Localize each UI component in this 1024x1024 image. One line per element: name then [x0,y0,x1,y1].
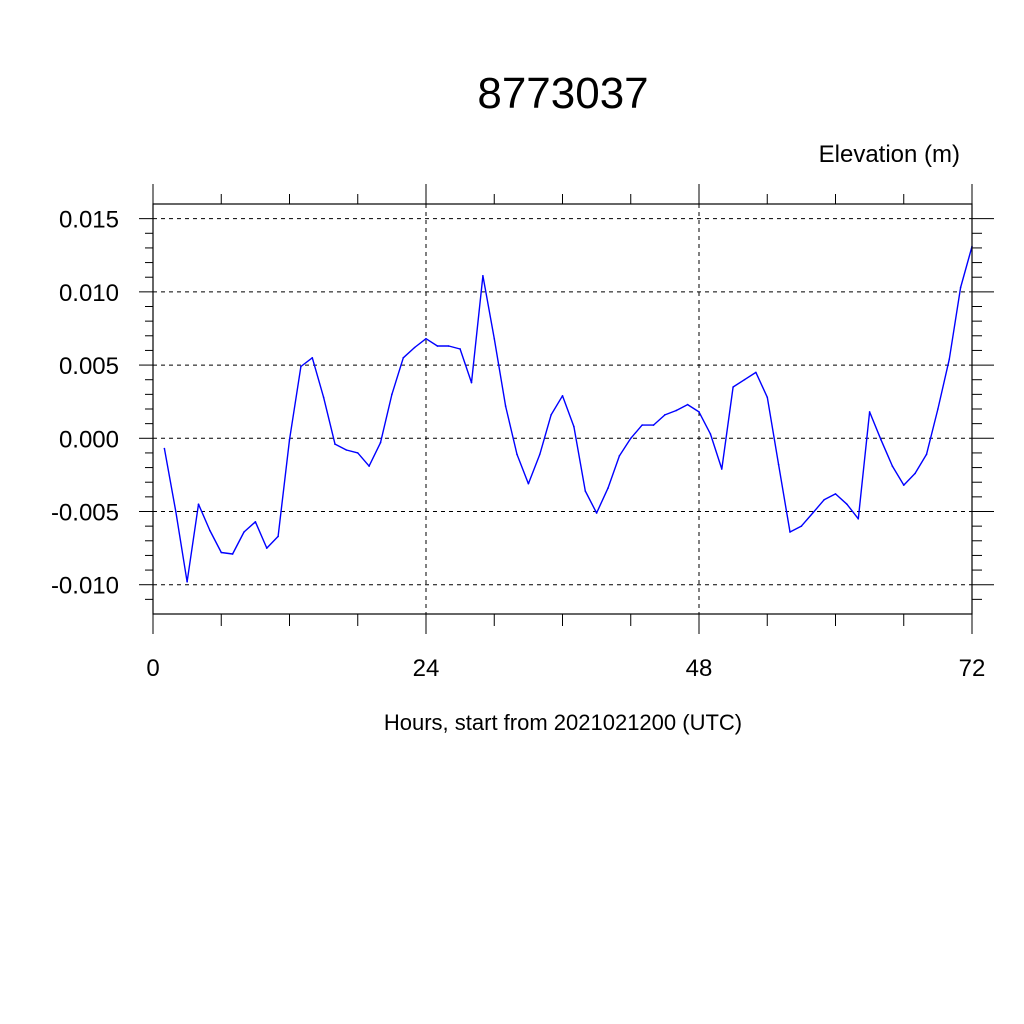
y-tick-label: -0.010 [51,573,119,600]
y-tick-label: 0.005 [59,353,119,380]
data-point [891,465,894,467]
data-point [675,409,678,412]
data-point [629,437,632,440]
data-point [698,411,700,413]
data-point [516,453,518,456]
data-point [254,520,257,523]
data-point [288,438,291,441]
data-point [436,345,439,347]
data-point [482,274,484,277]
data-point [356,452,359,454]
data-point [777,463,780,466]
series-layer [163,245,973,583]
data-point [948,358,951,361]
data-point [334,443,336,445]
x-tick-label: 0 [146,655,159,682]
data-point [732,386,734,388]
data-point [880,438,882,441]
data-point [504,405,507,407]
data-point [573,425,575,428]
data-point [300,365,302,368]
data-point [311,356,314,359]
data-point [914,472,916,475]
data-point [163,447,166,450]
data-point [243,531,245,533]
data-point [345,449,348,451]
data-point [550,414,552,416]
data-point [470,381,473,384]
data-point [834,493,837,495]
data-point [811,512,814,514]
data-point [823,498,825,501]
y-tick-label: -0.005 [51,500,119,527]
plot-frame [152,203,973,615]
data-point [766,396,769,399]
data-point [277,535,279,538]
data-point [868,411,871,413]
y-tick-label: 0.000 [59,426,119,453]
x-tick-label: 24 [413,655,440,682]
data-point [447,345,450,347]
axis-ticks [139,184,994,634]
data-point [664,414,666,416]
data-point [800,525,803,527]
x-axis-label: Hours, start from 2021021200 (UTC) [384,710,742,735]
data-point [709,433,712,435]
data-point [391,393,393,396]
data-point [789,531,791,533]
data-point [527,482,530,485]
data-point [174,510,177,513]
data-point [652,424,655,426]
elevation-series-line [163,246,973,583]
data-point [231,553,234,555]
x-tick-label: 48 [686,655,713,682]
data-point [755,371,757,374]
y-axis-label: Elevation (m) [819,141,960,168]
data-point [186,580,188,583]
data-point [538,453,541,456]
x-tick-label: 72 [959,655,986,682]
data-point [402,356,405,359]
data-point [720,468,723,470]
grid-lines [153,204,972,614]
data-point [197,503,200,505]
data-point [743,378,746,381]
data-point [209,529,211,532]
data-point [857,518,860,520]
data-point [641,424,643,426]
data-point [607,487,609,489]
y-tick-label: 0.015 [59,207,119,234]
y-tick-label: 0.010 [59,280,119,307]
data-point [493,337,496,340]
data-point [618,455,621,457]
data-point [959,286,962,289]
data-point [595,512,598,514]
data-point [220,551,223,554]
data-point [902,484,905,486]
data-point [846,503,848,505]
chart-title: 8773037 [477,69,648,118]
data-point [925,453,928,456]
data-point [265,547,268,549]
data-point [379,441,382,444]
data-point [368,465,370,467]
data-point [584,490,587,492]
tick-labels: -0.010 -0.005 0.000 0.005 0.010 0.015 0 24 48 72 [51,207,985,682]
data-point [459,348,461,350]
data-point [322,396,325,399]
data-point [937,408,939,410]
data-point [561,395,564,397]
data-point [413,346,416,349]
data-point [686,403,689,406]
data-point [425,337,427,340]
